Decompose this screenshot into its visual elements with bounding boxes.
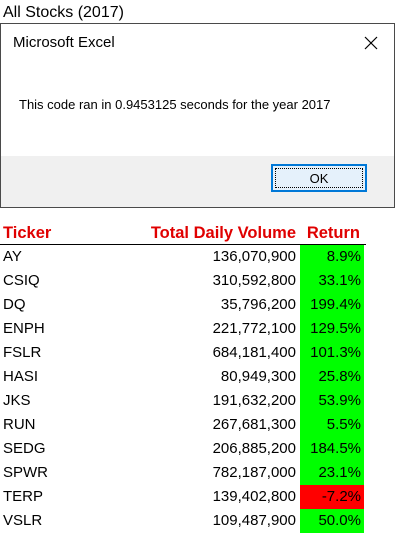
- table-row: VSLR 109,487,900 50.0%: [0, 509, 366, 533]
- volume-cell[interactable]: 80,949,300: [220, 368, 296, 385]
- return-cell[interactable]: -7.2%: [300, 485, 364, 509]
- return-cell[interactable]: 23.1%: [300, 461, 364, 485]
- volume-cell[interactable]: 109,487,900: [212, 512, 296, 529]
- table-body: AY 136,070,900 8.9% CSIQ 310,592,800 33.1% DQ 3…: [0, 245, 366, 533]
- ticker-cell[interactable]: ENPH: [3, 320, 45, 337]
- ok-button-label: OK: [309, 170, 329, 186]
- dialog-titlebar[interactable]: Microsoft Excel: [1, 24, 394, 64]
- message-box-dialog: Microsoft Excel This code ran in 0.94531…: [0, 23, 395, 208]
- volume-cell[interactable]: 191,632,200: [212, 392, 296, 409]
- sheet-title: All Stocks (2017): [3, 4, 124, 21]
- ticker-cell[interactable]: CSIQ: [3, 272, 40, 289]
- volume-cell[interactable]: 136,070,900: [212, 248, 296, 265]
- table-row: ENPH 221,772,100 129.5%: [0, 317, 366, 341]
- return-cell[interactable]: 199.4%: [300, 293, 364, 317]
- return-cell[interactable]: 8.9%: [300, 245, 364, 269]
- return-cell[interactable]: 101.3%: [300, 341, 364, 365]
- ticker-cell[interactable]: SPWR: [3, 464, 48, 481]
- return-cell[interactable]: 33.1%: [300, 269, 364, 293]
- ok-button[interactable]: OK: [271, 164, 367, 192]
- volume-cell[interactable]: 139,402,800: [212, 488, 296, 505]
- return-cell[interactable]: 50.0%: [300, 509, 364, 533]
- table-header-row: Ticker Total Daily Volume Return: [0, 222, 366, 245]
- ticker-cell[interactable]: JKS: [3, 392, 31, 409]
- ticker-cell[interactable]: VSLR: [3, 512, 43, 529]
- volume-cell[interactable]: 782,187,000: [212, 464, 296, 481]
- volume-cell[interactable]: 684,181,400: [212, 344, 296, 361]
- ticker-cell[interactable]: TERP: [3, 488, 44, 505]
- return-cell[interactable]: 53.9%: [300, 389, 364, 413]
- volume-cell[interactable]: 221,772,100: [212, 320, 296, 337]
- dialog-title: Microsoft Excel: [13, 34, 115, 51]
- table-row: SEDG 206,885,200 184.5%: [0, 437, 366, 461]
- ticker-cell[interactable]: HASI: [3, 368, 39, 385]
- ticker-cell[interactable]: AY: [3, 248, 22, 265]
- volume-cell[interactable]: 35,796,200: [220, 296, 296, 313]
- ticker-cell[interactable]: SEDG: [3, 440, 46, 457]
- volume-cell[interactable]: 206,885,200: [212, 440, 296, 457]
- volume-cell[interactable]: 267,681,300: [212, 416, 296, 433]
- header-return[interactable]: Return: [306, 224, 360, 242]
- volume-cell[interactable]: 310,592,800: [212, 272, 296, 289]
- table-row: TERP 139,402,800 -7.2%: [0, 485, 366, 509]
- results-table: Ticker Total Daily Volume Return AY 136,0…: [0, 222, 366, 533]
- ticker-cell[interactable]: FSLR: [3, 344, 42, 361]
- table-row: AY 136,070,900 8.9%: [0, 245, 366, 269]
- header-ticker[interactable]: Ticker: [3, 224, 52, 242]
- return-cell[interactable]: 184.5%: [300, 437, 364, 461]
- focus-rectangle: [275, 168, 363, 188]
- table-row: HASI 80,949,300 25.8%: [0, 365, 366, 389]
- ticker-cell[interactable]: DQ: [3, 296, 26, 313]
- dialog-message: This code ran in 0.9453125 seconds for t…: [19, 97, 331, 112]
- dialog-body: This code ran in 0.9453125 seconds for t…: [1, 64, 394, 156]
- table-row: SPWR 782,187,000 23.1%: [0, 461, 366, 485]
- return-cell[interactable]: 5.5%: [300, 413, 364, 437]
- close-icon[interactable]: [362, 34, 380, 52]
- table-row: RUN 267,681,300 5.5%: [0, 413, 366, 437]
- header-total-daily-volume[interactable]: Total Daily Volume: [150, 224, 296, 242]
- table-row: CSIQ 310,592,800 33.1%: [0, 269, 366, 293]
- table-row: JKS 191,632,200 53.9%: [0, 389, 366, 413]
- return-cell[interactable]: 25.8%: [300, 365, 364, 389]
- ticker-cell[interactable]: RUN: [3, 416, 36, 433]
- return-cell[interactable]: 129.5%: [300, 317, 364, 341]
- table-row: FSLR 684,181,400 101.3%: [0, 341, 366, 365]
- table-row: DQ 35,796,200 199.4%: [0, 293, 366, 317]
